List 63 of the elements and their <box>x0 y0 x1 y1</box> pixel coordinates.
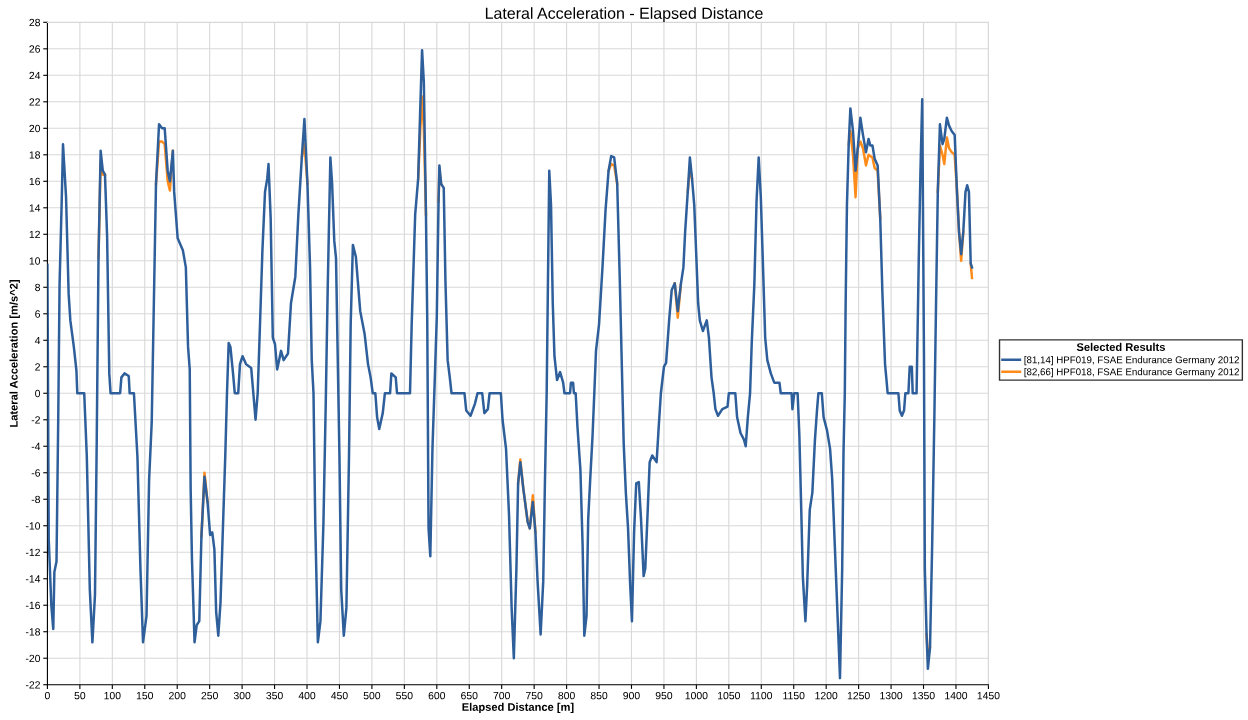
y-tick-label: -2 <box>31 416 40 424</box>
y-tick-label: 0 <box>35 389 41 398</box>
y-tick-label: 20 <box>29 124 41 133</box>
y-tick-label: 10 <box>29 257 41 265</box>
x-tick-label: 350 <box>266 691 283 700</box>
x-tick-label: 0 <box>44 691 50 700</box>
y-tick-label: 28 <box>29 18 41 27</box>
line-series <box>47 48 974 680</box>
x-axis-title: Elapsed Distance [m] <box>462 702 574 714</box>
x-tick-label: 750 <box>525 691 543 700</box>
legend-label: [81,14] HPF019, FSAE Endurance Germany 2012 <box>1024 356 1239 366</box>
y-tick-label: 26 <box>29 45 41 53</box>
y-tick-label: -16 <box>25 601 41 610</box>
y-tick-label: -12 <box>25 548 40 557</box>
y-tick-label: -14 <box>25 575 41 583</box>
x-tick-label: 850 <box>590 691 608 700</box>
x-tick-label: 1050 <box>718 691 741 700</box>
x-tick-label: 400 <box>298 691 316 700</box>
y-tick-label: -6 <box>31 469 41 477</box>
y-tick-label: -20 <box>25 654 41 663</box>
y-tick-label: 24 <box>29 71 41 80</box>
legend-label: [82,66] HPF018, FSAE Endurance Germany 2012 <box>1024 368 1239 378</box>
x-tick-label: 250 <box>201 691 218 700</box>
x-tick-label: 1200 <box>815 691 838 700</box>
y-tick-label: 12 <box>29 230 40 239</box>
x-tick-label: 650 <box>461 691 478 700</box>
x-tick-label: 550 <box>396 691 413 700</box>
y-tick-label: 4 <box>34 336 41 345</box>
x-tick-label: 900 <box>623 691 640 700</box>
x-tick-label: 800 <box>558 691 575 700</box>
y-tick-label: 16 <box>29 177 41 186</box>
y-tick-label: 6 <box>35 310 41 318</box>
x-tick-label: 150 <box>136 691 154 700</box>
x-tick-label: 1350 <box>912 691 935 700</box>
x-tick-label: 1300 <box>880 691 903 700</box>
x-tick-label: 200 <box>169 691 186 700</box>
x-tick-label: 1000 <box>685 691 708 700</box>
x-tick-label: 1250 <box>847 691 870 700</box>
x-tick-label: 500 <box>363 691 381 700</box>
y-tick-label: 14 <box>29 204 41 212</box>
x-tick-label: 600 <box>428 691 446 700</box>
y-tick-label: -10 <box>25 522 41 530</box>
x-tick-label: 1450 <box>977 691 1000 700</box>
y-tick-label: -8 <box>31 495 41 504</box>
x-tick-label: 950 <box>655 691 673 700</box>
y-tick-label: -22 <box>25 681 40 689</box>
y-tick-label: 8 <box>35 283 41 292</box>
y-tick-label: -18 <box>25 628 41 636</box>
x-tick-label: 450 <box>331 691 348 700</box>
y-tick-label: 18 <box>29 151 41 159</box>
x-tick-label: 1100 <box>750 691 773 700</box>
legend-title: Selected Results <box>1076 342 1165 351</box>
y-tick-label: -4 <box>31 442 41 451</box>
y-tick-label: 22 <box>29 98 40 106</box>
x-tick-label: 1400 <box>945 691 968 700</box>
x-tick-label: 1150 <box>783 691 805 700</box>
y-axis-title: Lateral Acceleration [m/s^2] <box>9 280 20 427</box>
y-tick-label: 2 <box>35 363 40 371</box>
x-tick-label: 100 <box>104 691 121 700</box>
x-tick-label: 50 <box>74 691 86 700</box>
x-tick-label: 700 <box>493 691 510 700</box>
chart-title: Lateral Acceleration - Elapsed Distance <box>485 7 763 23</box>
x-tick-label: 300 <box>233 691 251 700</box>
